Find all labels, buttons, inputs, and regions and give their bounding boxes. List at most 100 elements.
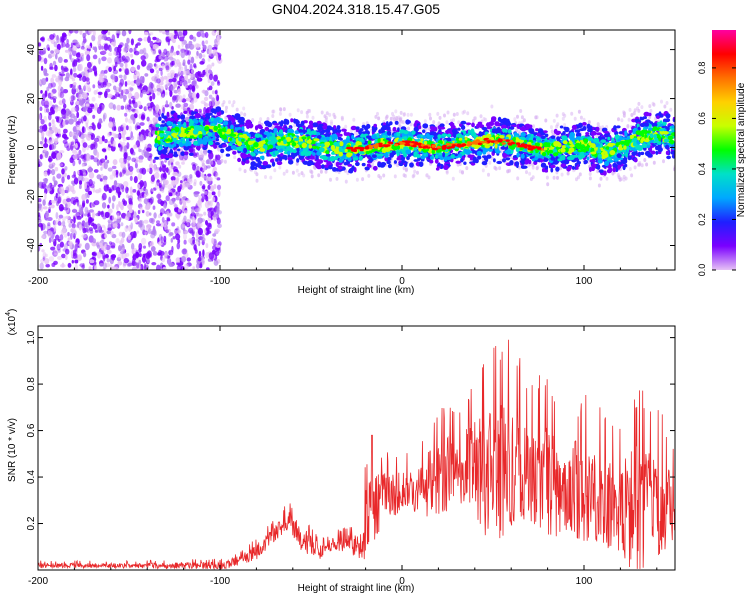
noise-blob (175, 257, 181, 263)
signal-blob (302, 160, 309, 165)
halo-blob (549, 125, 553, 130)
noise-blob (44, 217, 51, 222)
noise-blob (107, 221, 111, 229)
noise-blob (119, 171, 123, 178)
signal-blob (628, 130, 633, 134)
noise-blob (169, 85, 175, 91)
halo-blob (473, 116, 477, 121)
signal-blob (254, 163, 259, 168)
noise-blob (70, 141, 75, 145)
noise-blob (61, 253, 66, 259)
noise-blob (52, 228, 57, 232)
noise-blob (133, 144, 138, 149)
noise-blob (102, 30, 108, 34)
noise-blob (67, 232, 70, 237)
halo-blob (179, 156, 183, 161)
signal-blob (544, 169, 549, 173)
noise-blob (70, 132, 75, 137)
noise-blob (38, 245, 41, 252)
noise-blob (93, 90, 98, 95)
noise-blob (149, 95, 153, 102)
halo-blob (516, 176, 520, 181)
signal-blob (418, 125, 422, 130)
signal-blob (158, 116, 162, 122)
halo-blob (320, 110, 324, 115)
noise-blob (121, 243, 125, 251)
halo-blob (466, 111, 470, 116)
noise-blob (176, 171, 182, 177)
noise-blob (96, 174, 102, 180)
halo-blob (255, 172, 259, 177)
halo-blob (484, 117, 488, 122)
signal-blob (585, 132, 590, 136)
noise-blob (58, 217, 61, 223)
noise-blob (99, 50, 106, 55)
signal-blob (237, 157, 242, 163)
halo-blob (579, 115, 583, 120)
noise-blob (103, 161, 108, 170)
halo-blob (371, 162, 375, 167)
noise-blob (217, 223, 222, 229)
noise-blob (172, 95, 177, 101)
noise-blob (175, 191, 181, 197)
noise-blob (101, 245, 107, 252)
noise-blob (165, 31, 168, 36)
noise-blob (163, 239, 167, 246)
noise-blob (152, 49, 156, 55)
halo-blob (278, 111, 282, 116)
signal-blob (222, 144, 227, 148)
noise-blob (205, 243, 209, 249)
noise-blob (183, 49, 190, 56)
noise-blob (52, 98, 57, 104)
noise-blob (97, 39, 101, 47)
signal-blob (603, 130, 610, 134)
noise-blob (127, 262, 133, 267)
halo-blob (479, 114, 483, 119)
halo-blob (295, 161, 299, 166)
signal-blob (544, 133, 549, 138)
halo-blob (535, 166, 539, 171)
halo-blob (432, 120, 436, 125)
noise-blob (79, 169, 83, 176)
signal-blob (329, 127, 334, 131)
noise-blob (173, 61, 178, 68)
noise-blob (66, 198, 71, 203)
noise-blob (159, 250, 165, 256)
noise-blob (216, 184, 222, 190)
halo-blob (482, 117, 486, 121)
noise-blob (59, 234, 64, 241)
noise-blob (101, 135, 105, 142)
noise-blob (84, 181, 87, 190)
halo-blob (259, 117, 263, 122)
signal-blob (617, 164, 621, 170)
halo-blob (622, 177, 626, 182)
halo-blob (582, 117, 586, 122)
signal-blob (309, 156, 316, 160)
noise-blob (158, 41, 161, 47)
noise-blob (168, 262, 175, 267)
noise-blob (71, 223, 76, 229)
noise-blob (88, 216, 93, 224)
noise-blob (211, 97, 216, 103)
halo-blob (330, 121, 333, 126)
signal-blob (571, 124, 578, 130)
signal-blob (343, 161, 349, 166)
noise-blob (196, 200, 202, 207)
noise-blob (137, 172, 142, 180)
signal-blob (429, 131, 436, 135)
noise-blob (120, 105, 125, 110)
halo-blob (588, 176, 592, 181)
noise-blob (49, 143, 52, 151)
halo-blob (556, 175, 559, 180)
noise-blob (207, 184, 211, 190)
noise-blob (214, 228, 220, 233)
halo-blob (156, 44, 159, 49)
noise-blob (121, 231, 126, 239)
signal-blob (476, 123, 480, 129)
noise-blob (79, 63, 83, 71)
halo-blob (225, 105, 228, 110)
halo-blob (637, 108, 641, 113)
noise-blob (83, 252, 87, 258)
noise-blob (139, 192, 145, 199)
signal-blob (589, 125, 593, 129)
